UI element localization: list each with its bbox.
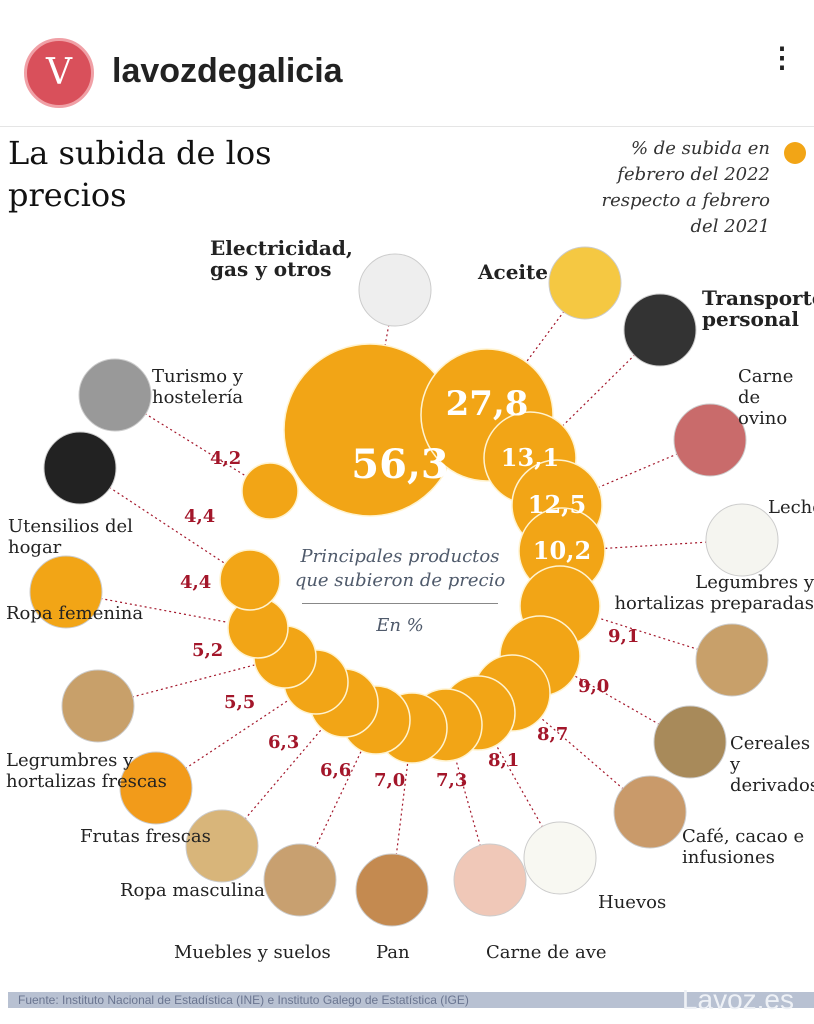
legend-dot	[784, 142, 806, 164]
leader-line	[97, 656, 286, 707]
value-label: 27,8	[446, 384, 529, 424]
product-image-icon	[695, 623, 769, 697]
category-label: Aceite	[478, 260, 548, 284]
source-text: Fuente: Instituto Nacional de Estadístic…	[18, 993, 469, 1007]
value-label: 56,3	[351, 441, 448, 488]
value-label: 4,4	[180, 572, 212, 593]
value-label: 7,3	[436, 770, 468, 791]
category-label: Cereales y derivados	[730, 733, 814, 796]
category-label: Café, cacao e infusiones	[682, 826, 805, 868]
account-name[interactable]: lavozdegalicia	[112, 52, 343, 90]
value-label: 10,2	[533, 536, 591, 565]
chart-subtitle: Principales productos que subieron de pr…	[294, 546, 506, 591]
value-label: 7,0	[374, 770, 406, 791]
product-image-icon	[61, 669, 135, 743]
product-image-icon	[623, 293, 697, 367]
category-label: Electricidad, gas y otros	[210, 236, 353, 281]
category-label: Carne de ovino	[738, 366, 794, 429]
footer-source: Fuente: Instituto Nacional de Estadístic…	[8, 984, 814, 1015]
category-label: Muebles y suelos	[174, 942, 331, 963]
bubble	[219, 549, 281, 611]
value-label: 4,4	[184, 506, 216, 527]
brand-watermark: Lavoz.es	[681, 984, 794, 1015]
value-label: 12,5	[528, 490, 586, 519]
value-label: 5,2	[192, 640, 224, 661]
value-label: 8,7	[537, 724, 569, 745]
value-label: 5,5	[224, 692, 256, 713]
value-label: 9,1	[608, 626, 640, 647]
product-image-icon	[705, 503, 779, 577]
product-image-icon	[548, 246, 622, 320]
product-image-icon	[263, 843, 337, 917]
product-image-icon	[119, 751, 193, 825]
chart-title: La subida de los precios	[8, 134, 272, 214]
post-header: V lavozdegalicia ⋮	[0, 0, 814, 127]
product-image-icon	[43, 431, 117, 505]
value-label: 6,6	[320, 760, 352, 781]
product-image-icon	[185, 809, 259, 883]
product-image-icon	[653, 705, 727, 779]
leader-line	[539, 655, 691, 743]
category-label: Legrumbres y hortalizas frescas	[6, 750, 167, 792]
value-label: 6,3	[268, 732, 300, 753]
chart-center-caption: Principales productos que subieron de pr…	[290, 545, 510, 638]
category-label: Legumbres y hortalizas preparadas	[614, 572, 814, 614]
bubble	[241, 462, 299, 520]
chart-unit: En %	[376, 615, 424, 636]
category-label: Carne de ave	[486, 942, 607, 963]
category-label: Frutas frescas	[80, 826, 211, 847]
product-image-icon	[78, 358, 152, 432]
category-label: Transporte personal	[702, 286, 814, 331]
category-label: Ropa masculina	[120, 880, 265, 901]
value-label: 8,1	[488, 750, 520, 771]
bubble-chart: 56,3 27,8 13,1 12,5 10,2	[29, 246, 779, 927]
product-image-icon	[355, 853, 429, 927]
leader-line	[79, 467, 251, 581]
account-avatar[interactable]: V	[24, 38, 94, 108]
category-label: Pan	[376, 942, 410, 963]
value-label: 13,1	[501, 443, 559, 472]
category-label: Leche	[768, 497, 814, 518]
product-image-icon	[453, 843, 527, 917]
category-label: Turismo y hostelería	[152, 366, 244, 408]
product-image-icon	[358, 253, 432, 327]
divider	[302, 603, 498, 604]
value-label: 4,2	[210, 448, 242, 469]
value-label: 9,0	[578, 676, 610, 697]
product-image-icon	[29, 555, 103, 629]
category-label: Utensilios del hogar	[8, 516, 133, 558]
product-image-icon	[613, 775, 687, 849]
product-image-icon	[523, 821, 597, 895]
legend-text: % de subida en febrero del 2022 respecto…	[601, 138, 770, 237]
category-label: Ropa femenina	[6, 603, 144, 624]
product-image-icon	[673, 403, 747, 477]
category-label: Huevos	[598, 892, 667, 913]
